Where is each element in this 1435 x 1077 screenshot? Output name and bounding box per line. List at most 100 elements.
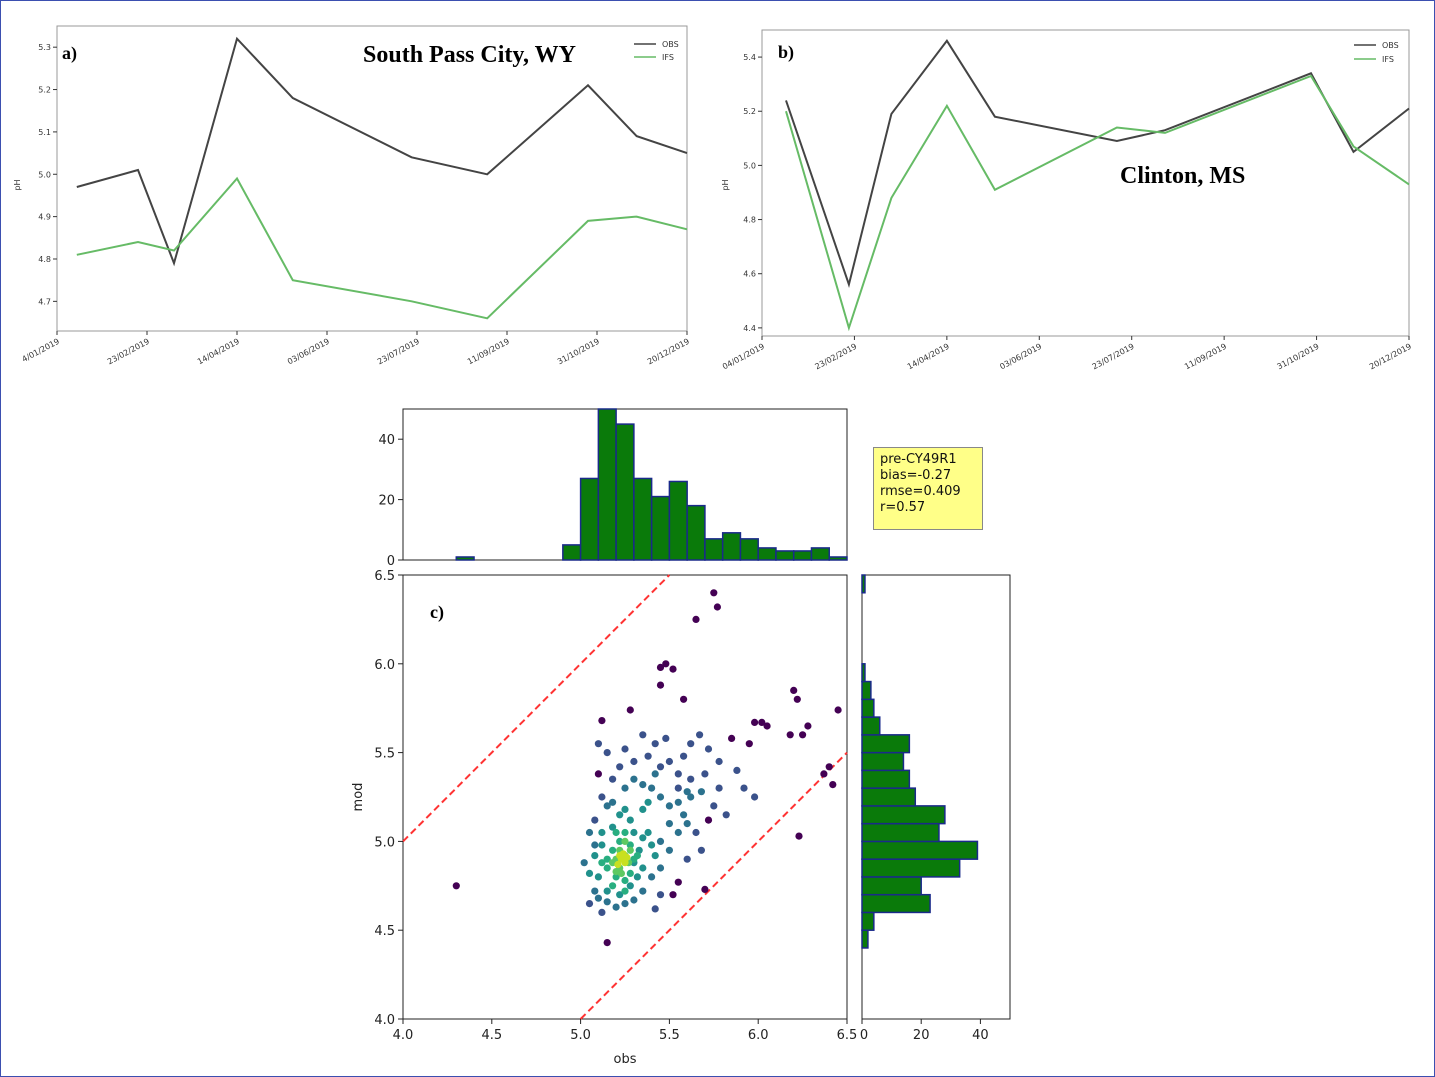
panel-a-legend-obs: OBS <box>662 40 679 49</box>
scatter-point <box>626 706 634 714</box>
scatter-point <box>598 828 606 837</box>
scatter-point <box>722 811 730 819</box>
scatter-point <box>669 891 677 899</box>
panel-a-ytick-label: 4.8 <box>38 255 51 264</box>
scatter-point <box>633 852 642 860</box>
scatter-point <box>656 864 665 872</box>
scatter-point <box>656 793 665 801</box>
scatter-point <box>701 885 709 894</box>
scatter-point <box>594 740 603 748</box>
right-hist-bar <box>861 663 866 683</box>
scatter-point <box>829 781 837 789</box>
panel-a-xtick-label: 14/04/2019 <box>196 337 241 367</box>
right-hist-bar <box>861 734 911 754</box>
scatter-point <box>612 873 620 881</box>
top-hist-bar <box>704 538 724 561</box>
scatter-point <box>612 828 620 837</box>
scatter-point <box>697 788 706 796</box>
right-hist-xtick-label: 20 <box>913 1028 930 1043</box>
scatter-point <box>616 891 624 899</box>
scatter-plot-area <box>402 574 848 1020</box>
scatter-point <box>598 859 606 867</box>
scatter-point <box>745 740 753 748</box>
scatter-point <box>598 908 606 917</box>
scatter-point <box>591 841 599 849</box>
panel-a-xtick-label: 4/01/2019 <box>20 337 60 364</box>
panel-b-ylabel: pH <box>721 179 730 190</box>
top-hist-bar <box>579 477 600 561</box>
scatter-point <box>825 763 833 771</box>
scatter-point <box>710 589 718 597</box>
panel-a-title: South Pass City, WY <box>363 42 576 68</box>
panel-a-legend: OBS IFS <box>634 40 679 62</box>
right-hist-bar <box>861 680 872 701</box>
scatter-point <box>710 802 718 810</box>
panel-b-ytick-label: 4.4 <box>743 324 756 333</box>
scatter-point <box>728 734 736 743</box>
scatter-point <box>591 816 599 824</box>
scatter-point <box>598 793 606 801</box>
scatter-point <box>704 816 713 824</box>
scatter-point <box>687 793 695 801</box>
right-hist-bar <box>861 805 946 825</box>
scatter-reference-lines <box>402 574 848 1020</box>
scatter-point <box>639 781 647 789</box>
scatter-point <box>585 900 594 908</box>
panel-a-xtick-label: 23/07/2019 <box>376 337 421 367</box>
panel-a-legend-ifs: IFS <box>662 53 674 62</box>
scatter-point <box>704 745 713 753</box>
right-hist-bar <box>861 822 940 843</box>
scatter-point <box>612 868 620 876</box>
scatter-point <box>701 770 709 778</box>
top-hist-ytick-label: 40 <box>378 433 395 448</box>
scatter-point <box>594 894 603 902</box>
stats-label: pre-CY49R1 <box>880 452 957 467</box>
scatter-point <box>751 718 759 727</box>
panel-a-line-chart: 4/01/2019 23/02/2019 14/04/2019 03/06/2019 2… <box>13 25 691 367</box>
scatter-point <box>644 798 652 806</box>
right-hist-bar <box>861 698 875 718</box>
top-hist-bar <box>686 504 706 561</box>
scatter-point <box>585 869 594 878</box>
scatter-point <box>665 757 674 766</box>
scatter-point <box>696 731 704 739</box>
scatter-point <box>680 695 688 703</box>
panel-b-xtick-label: 11/09/2019 <box>1183 342 1228 372</box>
scatter-point <box>580 859 588 867</box>
scatter-point <box>665 846 674 854</box>
scatter-point <box>616 811 624 819</box>
panel-a-plot-area <box>56 25 688 332</box>
right-hist-xtick-label: 0 <box>860 1028 868 1043</box>
scatter-point <box>799 731 807 739</box>
panel-a-ytick-label: 5.2 <box>38 86 51 95</box>
top-hist-bar <box>455 556 475 561</box>
panel-b-xtick-label: 31/10/2019 <box>1276 342 1321 372</box>
panel-b-ytick-label: 4.8 <box>743 216 756 225</box>
scatter-point <box>674 770 682 778</box>
top-hist-bar <box>615 423 635 561</box>
scatter-point <box>639 864 647 872</box>
scatter-point <box>603 864 611 872</box>
panel-b-title: Clinton, MS <box>1120 163 1245 189</box>
panel-c-letter: c) <box>430 602 444 623</box>
scatter-point <box>648 841 656 849</box>
right-hist-bar <box>861 574 866 594</box>
scatter-point <box>609 846 617 854</box>
scatter-reference-line <box>579 751 848 1020</box>
panel-a-xtick-label: 20/12/2019 <box>646 337 691 367</box>
top-hist-bar <box>668 480 688 561</box>
panel-b-xtick-label: 23/02/2019 <box>813 342 858 372</box>
scatter-point <box>651 740 659 748</box>
panel-a-ytick-label: 5.3 <box>38 43 51 52</box>
scatter-point <box>609 775 617 783</box>
scatter-xlabel: obs <box>614 1052 637 1067</box>
top-hist-bars <box>455 408 848 561</box>
scatter-point <box>626 846 634 854</box>
scatter-point <box>609 882 617 890</box>
top-hist-bar <box>810 547 830 561</box>
stats-r: r=0.57 <box>880 500 926 515</box>
scatter-point <box>683 820 691 828</box>
top-hist-bar <box>775 550 795 561</box>
scatter-point <box>687 775 695 783</box>
scatter-point <box>651 770 659 778</box>
